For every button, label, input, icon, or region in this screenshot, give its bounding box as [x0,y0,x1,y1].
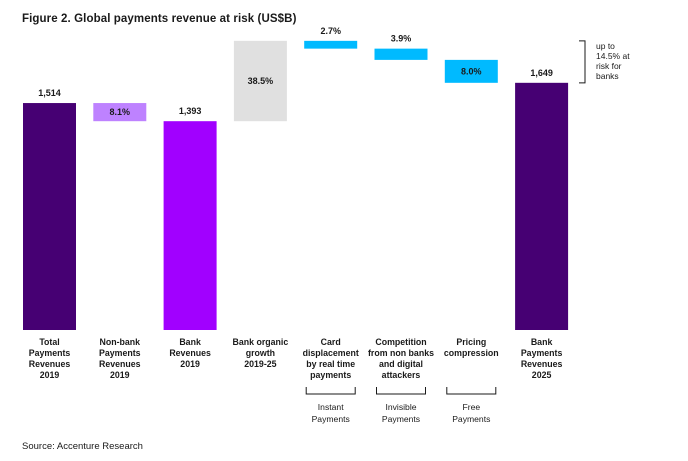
chart-source: Source: Accenture Research [22,441,143,452]
category-label-4-2: by real time [306,359,355,369]
bar-value-label-0: 1,514 [38,88,61,98]
category-label-5-1: from non banks [368,348,434,358]
bracket-label-0-0: Instant [318,402,344,412]
category-label-6-0: Pricing [456,337,486,347]
bar-6 [444,59,498,83]
category-label-6-1: compression [444,348,499,358]
bracket-2 [446,387,497,395]
category-label-5-2: and digital [379,359,423,369]
bracket-label-1-0: Invisible [385,402,416,412]
category-label-1-2: Revenues [99,359,141,369]
bar-2 [163,121,217,330]
category-label-3-2: 2019-25 [244,359,276,369]
category-label-2-2: 2019 [180,359,200,369]
bar-value-label-6: 8.0% [461,66,482,76]
category-label-3-1: growth [246,348,275,358]
bar-0 [23,103,76,331]
category-label-0-0: Total [39,337,59,347]
bar-1 [93,103,147,122]
category-label-7-0: Bank [531,337,553,347]
annotation-label-2: risk for [596,61,622,71]
category-label-4-3: payments [310,370,351,380]
bar-value-label-4: 2.7% [320,26,341,36]
chart-title: Figure 2. Global payments revenue at ris… [22,13,297,25]
category-label-5-0: Competition [375,337,426,347]
category-label-0-2: Revenues [29,359,71,369]
bracket-0 [305,387,356,395]
category-label-1-0: Non-bank [100,337,141,347]
bar-7 [515,82,569,330]
bracket-label-2-0: Free [462,402,480,412]
category-label-4-1: displacement [303,348,359,358]
bar-value-label-2: 1,393 [179,106,202,116]
bar-value-label-3: 38.5% [248,76,274,86]
category-label-1-1: Payments [99,348,141,358]
category-label-2-0: Bank [179,337,201,347]
bracket-label-1-1: Payments [382,414,420,424]
bar-value-label-1: 8.1% [110,107,131,117]
bar-5 [374,48,428,60]
category-label-4-0: Card [321,337,341,347]
category-label-5-3: attackers [382,370,421,380]
category-label-1-3: 2019 [110,370,130,380]
category-label-7-2: Revenues [521,359,563,369]
annotation-label-3: banks [596,71,619,81]
annotation-label-1: 14.5% at [596,51,630,61]
bar-4 [304,40,358,49]
bar-value-label-5: 3.9% [391,34,412,44]
bar-value-label-7: 1,649 [530,68,553,78]
annotation-bracket [579,40,586,84]
category-label-3-0: Bank organic [233,337,289,347]
category-label-2-1: Revenues [169,348,211,358]
category-label-7-3: 2025 [532,370,552,380]
category-label-7-1: Payments [521,348,563,358]
annotation-label-0: up to [596,41,615,51]
bracket-label-0-1: Payments [312,414,350,424]
bar-3 [233,40,287,122]
bracket-label-2-1: Payments [452,414,490,424]
category-label-0-3: 2019 [40,370,60,380]
category-label-0-1: Payments [29,348,71,358]
bracket-1 [376,387,426,395]
